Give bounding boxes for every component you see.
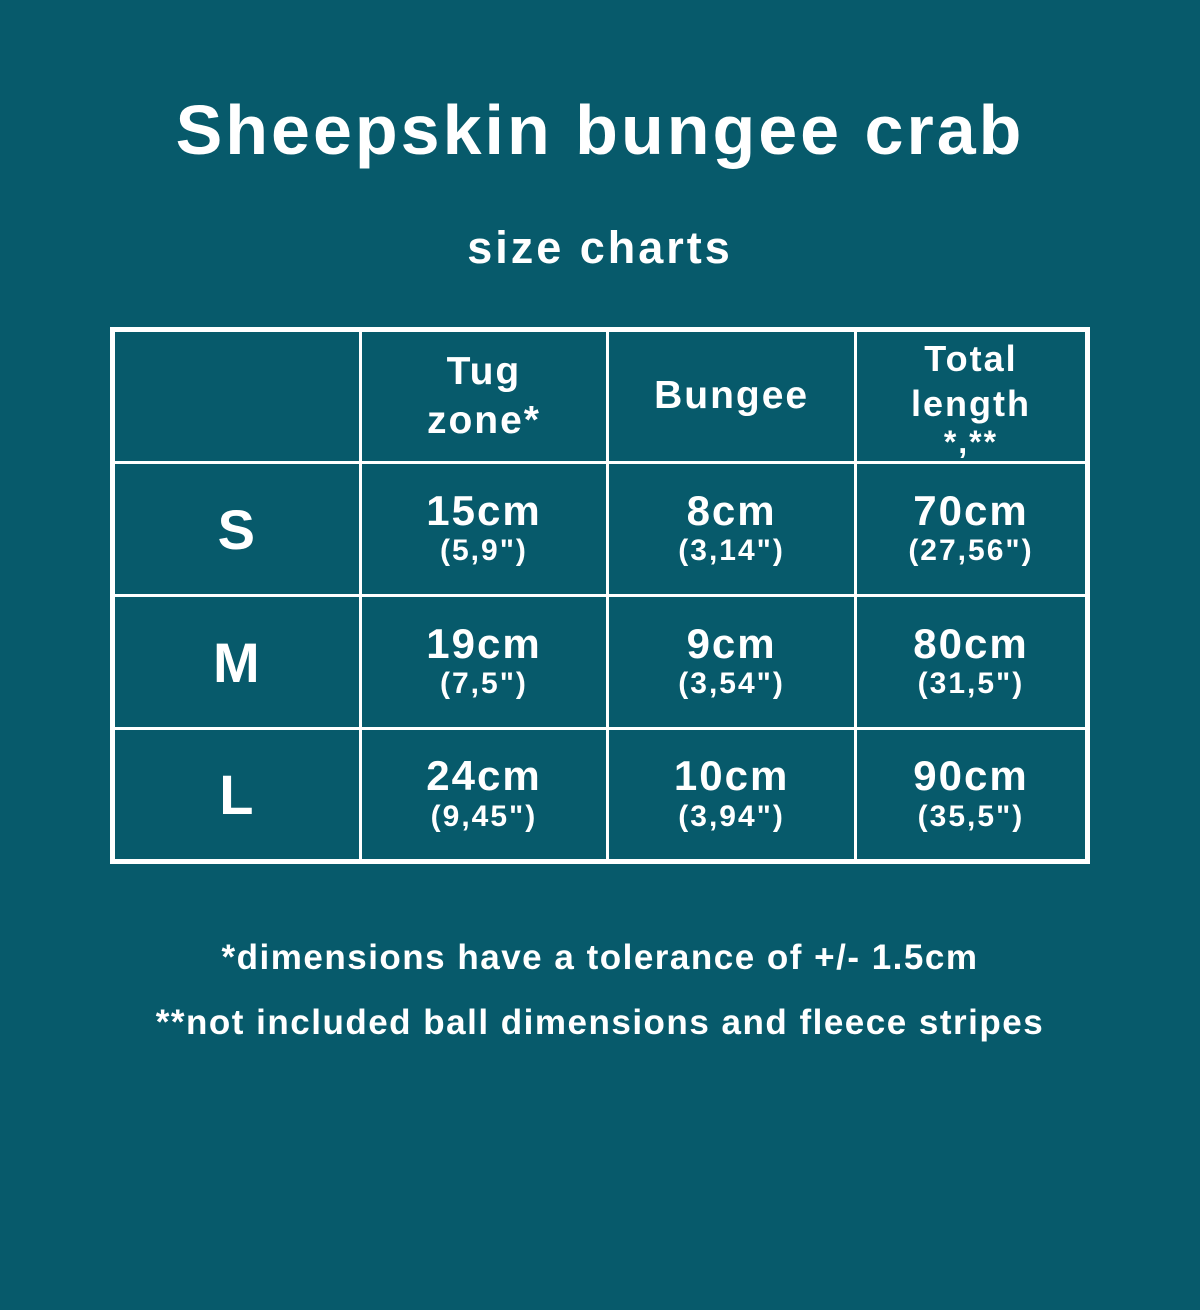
size-cell-m: M [111, 594, 362, 730]
size-label-l: L [219, 763, 255, 826]
tug-zone-value-l: 24cm [426, 752, 542, 800]
table-row-m: M 19cm (7,5") 9cm (3,54") 80cm (31,5") [111, 594, 1090, 730]
bungee-cell-l: 10cm (3,94") [606, 727, 857, 863]
tug-zone-header-label: Tug zone* [426, 349, 541, 442]
tug-zone-cell-l: 24cm (9,45") [358, 727, 610, 863]
size-chart-table: Tug zone* Bungee Total length *,** S 15c… [110, 327, 1090, 864]
bungee-inches-m: (3,54") [678, 667, 785, 701]
total-length-value-m: 80cm [913, 619, 1029, 667]
page-subtitle: size charts [467, 222, 733, 273]
size-label-s: S [217, 497, 256, 561]
header-cell-size [111, 328, 362, 464]
tug-zone-cell-s: 15cm (5,9") [358, 461, 610, 597]
footnote-tolerance: *dimensions have a tolerance of +/- 1.5c… [221, 938, 979, 977]
footnote-not-included: **not included ball dimensions and fleec… [155, 1002, 1045, 1042]
header-cell-tug-zone: Tug zone* [358, 328, 610, 464]
total-length-cell-s: 70cm (27,56") [853, 461, 1090, 597]
size-cell-s: S [111, 461, 362, 597]
total-length-inches-l: (35,5") [917, 799, 1025, 833]
table-row-s: S 15cm (5,9") 8cm (3,14") 70cm (27,56") [111, 461, 1090, 597]
total-length-cell-m: 80cm (31,5") [853, 594, 1090, 730]
total-length-cell-l: 90cm (35,5") [853, 727, 1090, 863]
header-row: Tug zone* Bungee Total length *,** [111, 328, 1090, 464]
page-title: Sheepskin bungee crab [175, 91, 1025, 169]
tug-zone-inches-l: (9,45") [430, 799, 538, 833]
size-cell-l: L [111, 727, 362, 863]
bungee-inches-l: (3,94") [678, 799, 785, 833]
tug-zone-cell-m: 19cm (7,5") [358, 594, 610, 730]
tug-zone-inches-m: (7,5") [440, 667, 528, 701]
total-length-inches-m: (31,5") [917, 667, 1025, 701]
bungee-value-s: 8cm [686, 486, 777, 534]
bungee-inches-s: (3,14") [678, 534, 785, 568]
header-cell-total-length: Total length *,** [853, 328, 1090, 464]
total-length-inches-s: (27,56") [908, 534, 1034, 568]
tug-zone-inches-s: (5,9") [440, 534, 528, 568]
total-length-value-l: 90cm [913, 752, 1029, 800]
bungee-header-label: Bungee [654, 374, 810, 418]
size-label-m: M [212, 630, 261, 694]
table-row-l: L 24cm (9,45") 10cm (3,94") 90cm (35,5") [111, 727, 1090, 863]
total-length-value-s: 70cm [913, 486, 1029, 534]
bungee-value-m: 9cm [686, 619, 777, 667]
bungee-cell-m: 9cm (3,54") [606, 594, 857, 730]
total-length-header-asterisks: *,** [943, 423, 999, 460]
total-length-header-label: Total length [910, 337, 1031, 424]
bungee-cell-s: 8cm (3,14") [606, 461, 857, 597]
bungee-value-l: 10cm [673, 752, 790, 800]
footnotes: *dimensions have a tolerance of +/- 1.5c… [0, 926, 1200, 1056]
tug-zone-value-s: 15cm [426, 486, 542, 534]
header-cell-bungee: Bungee [606, 328, 857, 464]
tug-zone-value-m: 19cm [426, 619, 542, 667]
